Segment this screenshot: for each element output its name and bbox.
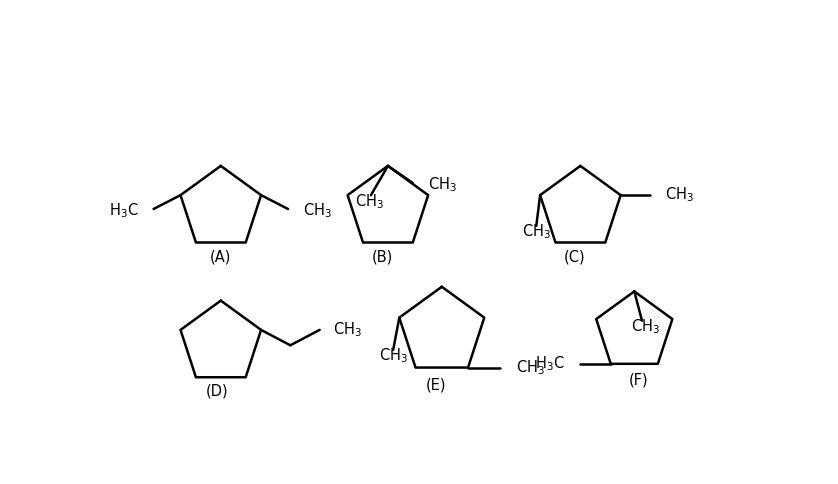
Text: CH$_3$: CH$_3$ bbox=[515, 358, 545, 377]
Text: CH$_3$: CH$_3$ bbox=[303, 201, 333, 220]
Text: CH$_3$: CH$_3$ bbox=[379, 347, 407, 365]
Text: CH$_3$: CH$_3$ bbox=[665, 186, 695, 205]
Text: CH$_3$: CH$_3$ bbox=[334, 320, 363, 339]
Text: CH$_3$: CH$_3$ bbox=[428, 175, 457, 194]
Text: (B): (B) bbox=[372, 249, 393, 264]
Text: CH$_3$: CH$_3$ bbox=[355, 192, 384, 211]
Text: (E): (E) bbox=[427, 378, 447, 393]
Text: H$_3$C: H$_3$C bbox=[535, 354, 565, 373]
Text: H$_3$C: H$_3$C bbox=[109, 201, 138, 220]
Text: (F): (F) bbox=[628, 372, 648, 387]
Text: (A): (A) bbox=[210, 249, 231, 264]
Text: CH$_3$: CH$_3$ bbox=[522, 223, 551, 242]
Text: (C): (C) bbox=[563, 249, 585, 264]
Text: CH$_3$: CH$_3$ bbox=[631, 318, 660, 336]
Text: (D): (D) bbox=[205, 384, 228, 399]
